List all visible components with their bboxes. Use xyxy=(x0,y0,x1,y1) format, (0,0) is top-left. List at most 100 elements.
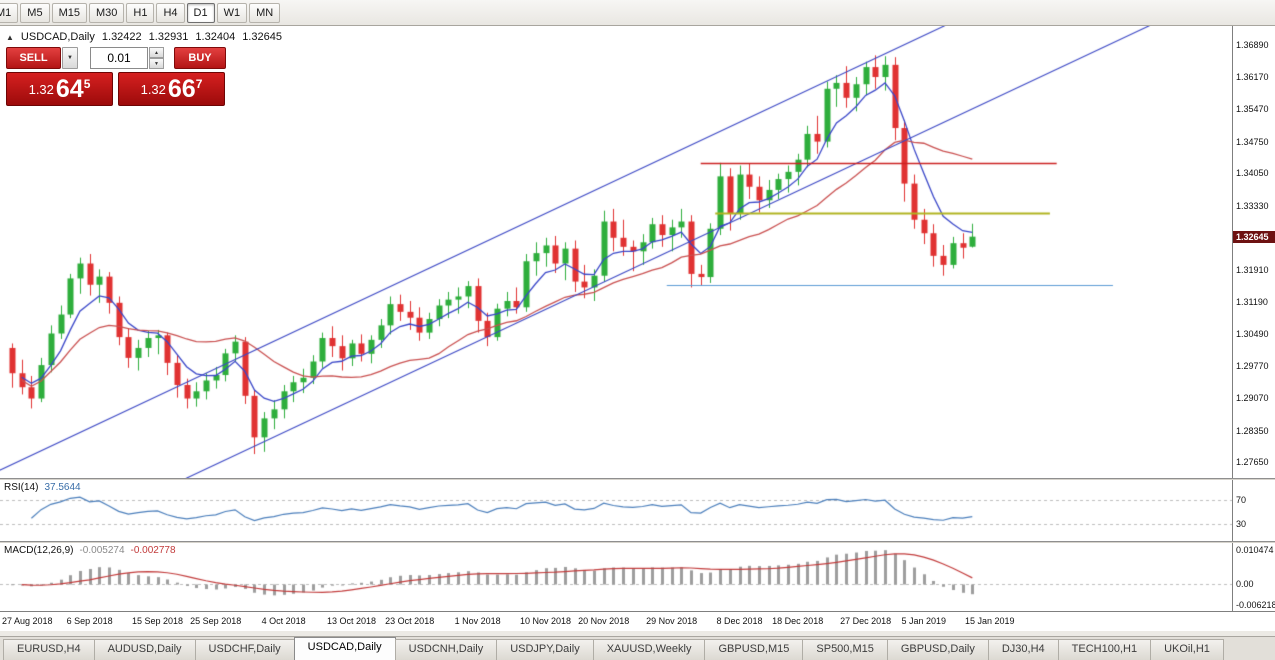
chart-tab-tech100-h1[interactable]: TECH100,H1 xyxy=(1057,639,1152,660)
chart-tab-audusd-daily[interactable]: AUDUSD,Daily xyxy=(93,639,196,660)
date-axis-label: 1 Nov 2018 xyxy=(454,616,501,626)
order-type-dropdown[interactable]: ▼ xyxy=(62,47,78,69)
ask-price-big-digits: 66 xyxy=(167,75,196,103)
date-axis-label: 6 Sep 2018 xyxy=(66,616,113,626)
timeframe-button-m5[interactable]: M5 xyxy=(20,2,50,23)
macd-main-value: -0.005274 xyxy=(79,545,125,556)
chart-tab-sp500-m15[interactable]: SP500,M15 xyxy=(802,639,888,660)
date-axis-label: 27 Dec 2018 xyxy=(840,616,892,626)
timeframe-button-w1[interactable]: W1 xyxy=(216,2,248,23)
price-axis-label: 1.34050 xyxy=(1236,168,1269,179)
price-axis-label: 1.27650 xyxy=(1236,457,1269,468)
panel-separator[interactable] xyxy=(0,478,1275,480)
date-axis-label: 10 Nov 2018 xyxy=(519,616,572,626)
price-axis-label: 1.34750 xyxy=(1236,136,1269,147)
date-axis-label: 13 Oct 2018 xyxy=(326,616,377,626)
rsi-axis-label: 30 xyxy=(1236,518,1247,529)
bid-price-prefix: 1.32 xyxy=(28,81,54,97)
macd-panel: MACD(12,26,9) -0.005274 -0.002778 0.0104… xyxy=(0,543,1275,611)
volume-stepper: ▲ ▼ xyxy=(149,47,164,69)
date-axis[interactable]: 27 Aug 2018 6 Sep 2018 15 Sep 2018 25 Sep 2… xyxy=(0,611,1275,631)
rsi-axis[interactable]: 70 30 xyxy=(1232,480,1275,541)
timeframe-button-h4[interactable]: H4 xyxy=(156,2,185,23)
chart-tab-dj30-h4[interactable]: DJ30,H4 xyxy=(987,639,1059,660)
ask-quote-box[interactable]: 1.32 66 7 xyxy=(118,72,225,106)
chart-symbol-label: USDCAD,Daily xyxy=(20,31,95,43)
chart-tab-usdchf-daily[interactable]: USDCHF,Daily xyxy=(194,639,295,660)
rsi-plot[interactable]: RSI(14) 37.5644 xyxy=(0,480,1232,541)
date-axis-label: 25 Sep 2018 xyxy=(190,616,242,626)
date-axis-label: 8 Dec 2018 xyxy=(716,616,763,626)
macd-axis[interactable]: 0.010474 0.00 -0.006218 xyxy=(1232,543,1275,611)
chevron-up-icon: ▲ xyxy=(154,49,159,56)
rsi-panel: RSI(14) 37.5644 70 30 xyxy=(0,480,1275,541)
chart-tab-gbpusd-daily[interactable]: GBPUSD,Daily xyxy=(886,639,989,660)
rsi-header: RSI(14) 37.5644 xyxy=(4,482,81,493)
rsi-chart-canvas[interactable] xyxy=(0,480,1232,541)
chart-tab-ukoil-h1[interactable]: UKOil,H1 xyxy=(1150,639,1224,660)
date-axis-label: 27 Aug 2018 xyxy=(2,616,53,626)
timeframe-toolbar: M1M5M15M30H1H4D1W1MN xyxy=(0,0,1275,26)
price-axis-label: 1.29770 xyxy=(1236,361,1269,372)
date-axis-label: 15 Jan 2019 xyxy=(964,616,1015,626)
date-axis-label: 23 Oct 2018 xyxy=(385,616,435,626)
macd-label: MACD(12,26,9) xyxy=(4,545,74,556)
timeframe-button-mn[interactable]: MN xyxy=(249,2,281,23)
volume-input[interactable]: 0.01 xyxy=(90,47,148,69)
timeframe-button-m30[interactable]: M30 xyxy=(88,2,125,23)
price-axis-label: 1.29070 xyxy=(1236,393,1269,404)
ohlc-open: 1.32422 xyxy=(101,31,142,43)
rsi-value: 37.5644 xyxy=(44,482,81,493)
date-axis-label: 15 Sep 2018 xyxy=(131,616,184,626)
collapse-panel-icon[interactable]: ▲ xyxy=(6,32,14,42)
chart-tab-bar: EURUSD,H4 AUDUSD,Daily USDCHF,Daily USDCAD,… xyxy=(0,636,1275,660)
timeframe-button-d1[interactable]: D1 xyxy=(186,2,215,23)
chart-tab-gbpusd-m15[interactable]: GBPUSD,M15 xyxy=(704,639,804,660)
rsi-axis-label: 70 xyxy=(1236,495,1247,506)
chart-header: ▲ USDCAD,Daily 1.32422 1.32931 1.32404 1… xyxy=(6,31,282,43)
timeframe-button-m1[interactable]: M1 xyxy=(0,2,19,23)
current-price-tag: 1.32645 xyxy=(1233,230,1275,243)
price-axis-label: 1.30490 xyxy=(1236,328,1269,339)
buy-button[interactable]: BUY xyxy=(174,47,226,69)
macd-chart-canvas[interactable] xyxy=(0,543,1232,611)
chart-tab-usdcad-daily[interactable]: USDCAD,Daily xyxy=(293,637,396,660)
main-chart-panel: ▲ USDCAD,Daily 1.32422 1.32931 1.32404 1… xyxy=(0,26,1275,478)
price-axis-label: 1.31190 xyxy=(1236,297,1268,308)
chart-tab-eurusd-h4[interactable]: EURUSD,H4 xyxy=(3,639,95,660)
bid-price-big-digits: 64 xyxy=(55,75,84,103)
bid-quote-box[interactable]: 1.32 64 5 xyxy=(6,72,113,106)
price-axis-label: 1.33330 xyxy=(1236,200,1269,211)
one-click-trading-panel: SELL ▼ 0.01 ▲ ▼ BUY 1.32 64 5 xyxy=(6,47,232,106)
chevron-down-icon: ▼ xyxy=(154,60,159,67)
chart-tab-usdjpy-daily[interactable]: USDJPY,Daily xyxy=(496,639,594,660)
price-axis-label: 1.36170 xyxy=(1236,72,1269,83)
ohlc-close: 1.32645 xyxy=(242,31,282,43)
main-chart-plot[interactable]: ▲ USDCAD,Daily 1.32422 1.32931 1.32404 1… xyxy=(0,26,1232,478)
main-price-axis[interactable]: 1.32645 1.36890 1.36170 1.35470 1.34750 1.34… xyxy=(1232,26,1275,478)
date-axis-label: 20 Nov 2018 xyxy=(578,616,630,626)
chart-tab-xauusd-weekly[interactable]: XAUUSD,Weekly xyxy=(592,639,706,660)
chevron-down-icon: ▼ xyxy=(67,55,73,61)
sell-button[interactable]: SELL xyxy=(6,47,61,69)
price-axis-label: 1.35470 xyxy=(1236,104,1269,115)
macd-header: MACD(12,26,9) -0.005274 -0.002778 xyxy=(4,545,176,556)
volume-step-down-button[interactable]: ▼ xyxy=(149,58,164,69)
macd-plot[interactable]: MACD(12,26,9) -0.005274 -0.002778 xyxy=(0,543,1232,611)
price-axis-label: 1.28350 xyxy=(1236,425,1269,436)
volume-step-up-button[interactable]: ▲ xyxy=(149,47,164,58)
price-axis-label: 1.36890 xyxy=(1236,39,1269,50)
ohlc-low: 1.32404 xyxy=(195,31,236,43)
panel-separator[interactable] xyxy=(0,541,1275,543)
timeframe-button-m15[interactable]: M15 xyxy=(51,2,87,23)
macd-axis-label: 0.010474 xyxy=(1236,545,1274,556)
timeframe-button-h1[interactable]: H1 xyxy=(126,2,155,23)
date-axis-label: 5 Jan 2019 xyxy=(901,616,947,626)
date-axis-label: 29 Nov 2018 xyxy=(646,616,698,626)
macd-signal-value: -0.002778 xyxy=(130,545,176,556)
macd-axis-label: -0.006218 xyxy=(1236,599,1275,610)
ask-price-prefix: 1.32 xyxy=(140,81,166,97)
date-axis-label: 18 Dec 2018 xyxy=(772,616,824,626)
chart-tab-usdcnh-daily[interactable]: USDCNH,Daily xyxy=(394,639,498,660)
